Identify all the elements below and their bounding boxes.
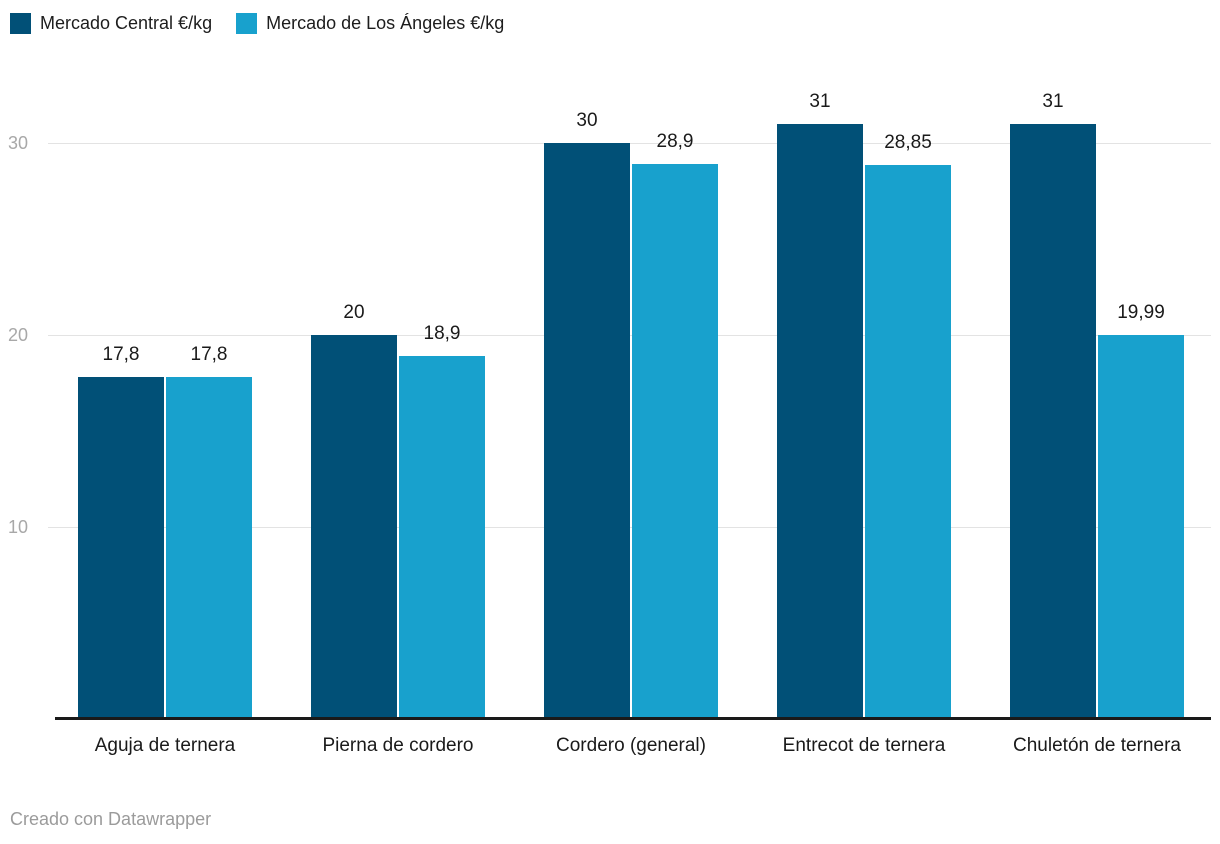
bar-mercado-los-angeles — [865, 165, 951, 719]
x-axis-label: Pierna de cordero — [322, 735, 474, 756]
bar-value-label: 28,9 — [656, 131, 694, 152]
bar-value-label: 17,8 — [190, 344, 228, 365]
y-tick-label: 20 — [8, 325, 29, 345]
legend-label: Mercado Central €/kg — [40, 13, 213, 33]
bar-value-label: 18,9 — [423, 323, 461, 344]
bar-mercado-central — [311, 335, 397, 719]
legend-item: Mercado Central €/kg — [10, 11, 212, 35]
x-axis-line — [55, 717, 1211, 720]
legend-item: Mercado de Los Ángeles €/kg — [236, 11, 504, 35]
y-tick-label: 10 — [8, 517, 29, 537]
chart-footer: Creado con Datawrapper — [10, 806, 211, 832]
bar-mercado-central — [544, 143, 630, 719]
y-tick-label: 30 — [8, 133, 29, 153]
bar-value-label: 30 — [576, 110, 598, 131]
legend-swatch — [236, 12, 258, 34]
chart-legend: Mercado Central €/kg Mercado de Los Ángel… — [10, 11, 504, 35]
bar-value-label: 31 — [809, 91, 831, 112]
attribution-link[interactable]: Creado con Datawrapper — [10, 809, 212, 829]
bar-mercado-los-angeles — [632, 164, 718, 719]
x-axis-label: Aguja de ternera — [94, 735, 236, 756]
bar-value-label: 20 — [343, 302, 365, 323]
legend-swatch — [10, 12, 31, 34]
bar-value-label: 17,8 — [102, 344, 140, 365]
x-axis-label: Cordero (general) — [556, 735, 706, 756]
bar-value-label: 28,85 — [884, 132, 932, 153]
x-axis-label: Chuletón de ternera — [1013, 735, 1181, 756]
bar-mercado-los-angeles — [166, 377, 252, 719]
bar-mercado-central — [1010, 124, 1096, 719]
bar-value-label: 19,99 — [1117, 302, 1165, 323]
legend-label: Mercado de Los Ángeles €/kg — [266, 13, 505, 33]
bar-mercado-los-angeles — [1098, 335, 1184, 719]
bar-value-label: 31 — [1042, 91, 1064, 112]
bar-mercado-central — [78, 377, 164, 719]
x-axis-label: Entrecot de ternera — [782, 735, 946, 756]
bar-mercado-los-angeles — [399, 356, 485, 719]
bar-mercado-central — [777, 124, 863, 719]
